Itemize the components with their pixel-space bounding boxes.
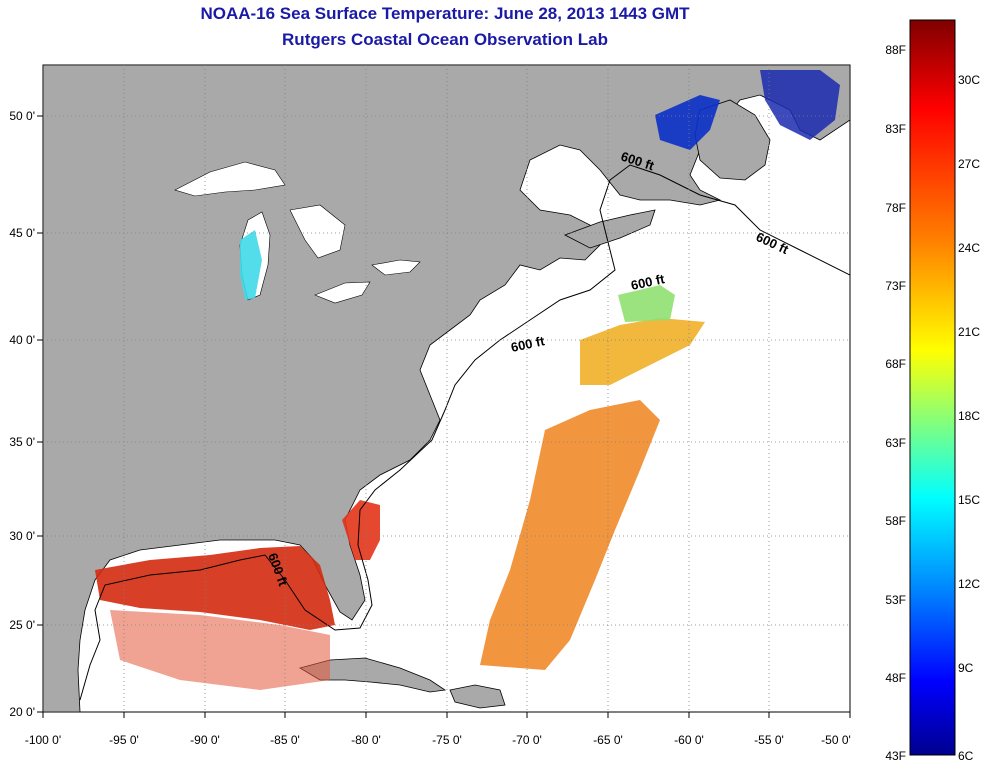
lat-tick-label: 20 0' bbox=[9, 705, 35, 719]
lon-tick-label: -55 0' bbox=[754, 733, 784, 747]
lon-tick-label: -70 0' bbox=[512, 733, 542, 747]
lon-tick-label: -95 0' bbox=[109, 733, 139, 747]
lon-tick-label: -65 0' bbox=[593, 733, 623, 747]
temperature-colorbar bbox=[909, 19, 956, 756]
lat-tick-label: 30 0' bbox=[9, 529, 35, 543]
lon-tick-label: -50 0' bbox=[821, 733, 851, 747]
colorbar-f-label: 88F bbox=[885, 43, 906, 57]
colorbar-f-label: 48F bbox=[885, 671, 906, 685]
sst-atlantic-swath-south bbox=[480, 400, 660, 670]
lat-tick-label: 35 0' bbox=[9, 435, 35, 449]
nova-scotia-land bbox=[564, 209, 656, 249]
graticule bbox=[43, 65, 850, 712]
colorbar-c-label: 21C bbox=[958, 325, 980, 339]
lon-tick-label: -75 0' bbox=[432, 733, 462, 747]
lon-tick-label: -85 0' bbox=[270, 733, 300, 747]
colorbar-f-label: 58F bbox=[885, 514, 906, 528]
colorbar-c-label: 18C bbox=[958, 409, 980, 423]
lake-ontario bbox=[371, 259, 421, 276]
colorbar-c-label: 12C bbox=[958, 577, 980, 591]
sst-gulf-of-maine bbox=[618, 285, 675, 322]
colorbar-f-label: 63F bbox=[885, 436, 906, 450]
north-america-land bbox=[43, 65, 850, 712]
bathymetry-contour-600ft bbox=[79, 164, 850, 701]
lat-tick-label: 45 0' bbox=[9, 226, 35, 240]
lake-huron bbox=[289, 204, 346, 259]
hispaniola-land bbox=[449, 684, 506, 709]
map-subtitle: Rutgers Coastal Ocean Observation Lab bbox=[282, 30, 608, 49]
colorbar-c-label: 30C bbox=[958, 73, 980, 87]
lon-tick-label: -100 0' bbox=[25, 733, 61, 747]
colorbar-f-label: 53F bbox=[885, 593, 906, 607]
lat-tick-label: 25 0' bbox=[9, 618, 35, 632]
colorbar-f-label: 78F bbox=[885, 201, 906, 215]
cuba-land bbox=[298, 657, 447, 693]
colorbar-c-label: 9C bbox=[958, 661, 974, 675]
newfoundland-land bbox=[694, 99, 771, 181]
sst-atlantic-se-coast bbox=[342, 500, 380, 560]
sst-labrador bbox=[655, 95, 720, 150]
colorbar-c-label: 27C bbox=[958, 157, 980, 171]
colorbar-f-label: 83F bbox=[885, 122, 906, 136]
contour-label: 600 ft bbox=[630, 271, 667, 293]
sst-atlantic-swath-north bbox=[580, 318, 705, 385]
colorbar-c-label: 15C bbox=[958, 493, 980, 507]
sst-labrador-east bbox=[760, 70, 840, 140]
lon-tick-label: -60 0' bbox=[674, 733, 704, 747]
colorbar-c-label: 24C bbox=[958, 241, 980, 255]
sst-gulf-south bbox=[110, 610, 330, 690]
lat-tick-label: 50 0' bbox=[9, 109, 35, 123]
colorbar-f-label: 43F bbox=[885, 749, 906, 763]
lon-tick-label: -90 0' bbox=[190, 733, 220, 747]
lat-tick-label: 40 0' bbox=[9, 333, 35, 347]
lake-erie bbox=[314, 281, 371, 304]
contour-label: 600 ft bbox=[510, 333, 547, 355]
axis-ticks bbox=[37, 115, 851, 718]
colorbar-f-label: 73F bbox=[885, 279, 906, 293]
lon-tick-label: -80 0' bbox=[351, 733, 381, 747]
sst-lake-michigan bbox=[240, 230, 262, 300]
colorbar-f-label: 68F bbox=[885, 357, 906, 371]
map-title: NOAA-16 Sea Surface Temperature: June 28… bbox=[200, 4, 690, 23]
colorbar-c-label: 6C bbox=[958, 749, 974, 763]
